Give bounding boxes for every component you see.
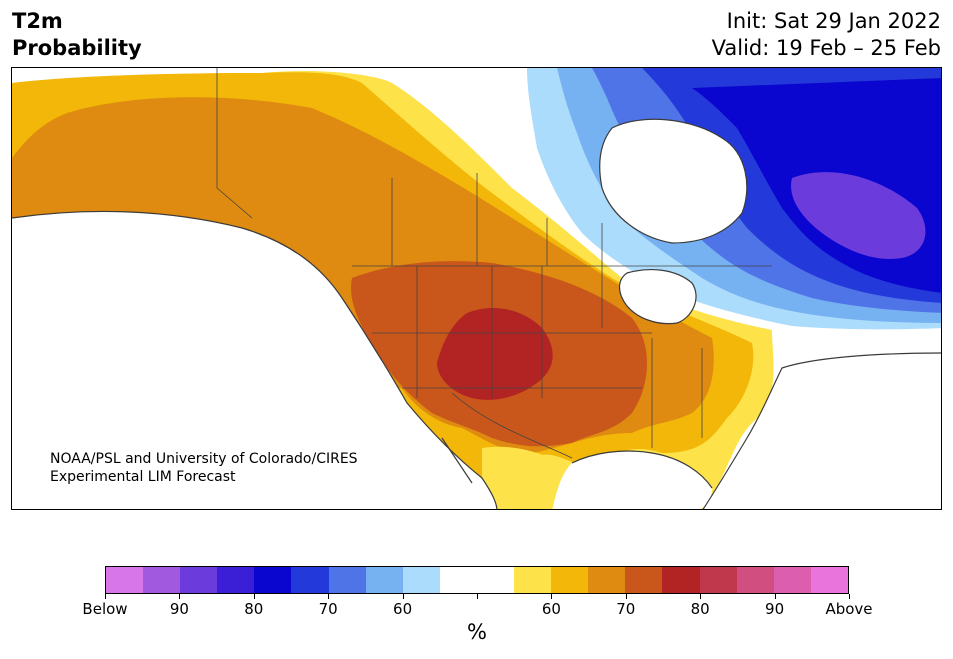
colorbar-cell (143, 567, 181, 593)
colorbar-tick-label: 80 (244, 600, 264, 618)
colorbar-tick-label: 60 (393, 600, 413, 618)
colorbar-tick (253, 594, 255, 599)
colorbar-tick-label: Above (825, 600, 873, 618)
colorbar-cell (254, 567, 292, 593)
colorbar-cell (365, 567, 403, 593)
colorbar-tick-label: 60 (541, 600, 561, 618)
colorbar-unit: % (467, 620, 487, 644)
mexico-yellow (482, 446, 572, 509)
hudson-bay (599, 119, 747, 243)
colorbar-cell (291, 567, 329, 593)
colorbar-cell (217, 567, 255, 593)
colorbar-cell (773, 567, 811, 593)
colorbar-tick-label: 70 (616, 600, 636, 618)
credit-text: NOAA/PSL and University of Colorado/CIRE… (50, 450, 358, 486)
political-borders (216, 68, 772, 459)
probability-map (12, 68, 941, 509)
great-lakes (619, 269, 697, 324)
colorbar-tick-label: 70 (318, 600, 338, 618)
colorbar-ticks (105, 594, 850, 600)
colorbar-cell (106, 567, 144, 593)
colorbar-tick-label: Below (82, 600, 128, 618)
below-85-region (791, 172, 926, 259)
colorbar-tick (774, 594, 776, 599)
map: NOAA/PSL and University of Colorado/CIRE… (11, 67, 942, 510)
title-type: Probability (12, 36, 142, 60)
colorbar-tick (700, 594, 702, 599)
chart-title: T2m Probability (12, 8, 142, 62)
colorbar-cell (625, 567, 663, 593)
colorbar-tick-label: 90 (169, 600, 189, 618)
credit-line-2: Experimental LIM Forecast (50, 469, 236, 485)
colorbar-tick (179, 594, 181, 599)
colorbar-tick (477, 594, 478, 599)
colorbar-tick (328, 594, 330, 599)
colorbar-cell (810, 567, 848, 593)
credit-line-1: NOAA/PSL and University of Colorado/CIRE… (50, 451, 358, 467)
colorbar-cell (588, 567, 626, 593)
colorbar-tick (625, 594, 627, 599)
colorbar-tick (105, 594, 106, 599)
colorbar-cell (514, 567, 552, 593)
valid-date: Valid: 19 Feb – 25 Feb (711, 36, 941, 60)
pacific-ocean (12, 211, 497, 509)
colorbar (105, 566, 849, 594)
colorbar-cell (476, 567, 515, 593)
title-variable: T2m (12, 9, 63, 33)
atlantic-ocean (703, 353, 941, 509)
colorbar-cell (662, 567, 700, 593)
colorbar-cell (402, 567, 440, 593)
colorbar-cell (180, 567, 218, 593)
colorbar-tick-label: 90 (765, 600, 785, 618)
colorbar-cell (328, 567, 366, 593)
gulf-of-mexico (552, 451, 712, 509)
init-date: Init: Sat 29 Jan 2022 (726, 9, 941, 33)
colorbar-tick (402, 594, 404, 599)
colorbar-cell (736, 567, 774, 593)
colorbar-cell (439, 567, 477, 593)
above-80-region (437, 308, 553, 400)
colorbar-tick (551, 594, 553, 599)
colorbar-tick-label: 80 (690, 600, 710, 618)
coastlines (12, 118, 941, 509)
colorbar-cell (699, 567, 737, 593)
colorbar-cell (551, 567, 589, 593)
forecast-dates: Init: Sat 29 Jan 2022 Valid: 19 Feb – 25… (712, 8, 941, 62)
colorbar-tick (849, 594, 850, 599)
